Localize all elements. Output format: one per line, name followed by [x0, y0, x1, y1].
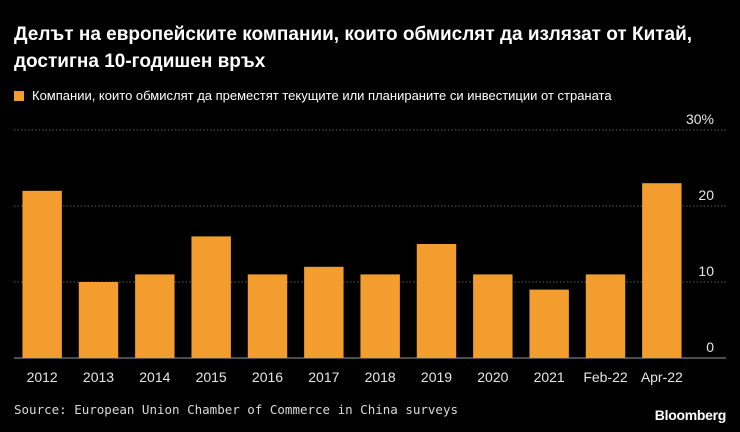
- bar-2020: [473, 274, 513, 358]
- x-tick-label: 2015: [196, 369, 227, 385]
- y-tick-label: 20: [698, 187, 714, 203]
- bar-2021: [529, 289, 569, 358]
- bar-2017: [304, 266, 344, 358]
- bloomberg-logo: Bloomberg: [654, 407, 727, 423]
- y-tick-label: 0: [706, 339, 714, 355]
- x-tick-label: 2013: [83, 369, 114, 385]
- legend-label: Компании, които обмислят да преместят те…: [32, 88, 612, 103]
- x-tick-label: 2021: [534, 369, 565, 385]
- bars: [22, 183, 682, 358]
- bar-Feb-22: [585, 274, 626, 358]
- x-tick-label: 2014: [139, 369, 170, 385]
- x-tick-label: 2016: [252, 369, 283, 385]
- y-tick-label: 30%: [686, 111, 714, 127]
- bar-2012: [22, 190, 62, 358]
- x-tick-label: 2019: [421, 369, 452, 385]
- x-tick-label: 2017: [308, 369, 339, 385]
- y-tick-label: 10: [698, 263, 714, 279]
- y-axis-ticks: 0 10 20 30%: [686, 111, 714, 355]
- source-note: Source: European Union Chamber of Commer…: [14, 402, 459, 417]
- x-tick-label: Apr-22: [641, 369, 683, 385]
- x-tick-label: Feb-22: [583, 369, 628, 385]
- bar-Apr-22: [642, 183, 682, 358]
- x-axis-ticks: 2012 2013 2014 2015 2016 2017 2018 2019 2020 2021…: [27, 369, 683, 385]
- bar-2015: [191, 236, 231, 358]
- legend: Компании, които обмислят да преместят те…: [14, 88, 612, 103]
- chart-title: Делът на европейските компании, които об…: [14, 24, 693, 72]
- bar-2019: [416, 244, 457, 358]
- bar-2016: [247, 274, 288, 358]
- legend-swatch: [14, 90, 24, 101]
- x-tick-label: 2018: [365, 369, 396, 385]
- bar-2018: [360, 274, 400, 358]
- bar-2013: [78, 282, 119, 358]
- x-tick-label: 2020: [477, 369, 508, 385]
- bar-2014: [135, 274, 175, 358]
- x-tick-label: 2012: [27, 369, 58, 385]
